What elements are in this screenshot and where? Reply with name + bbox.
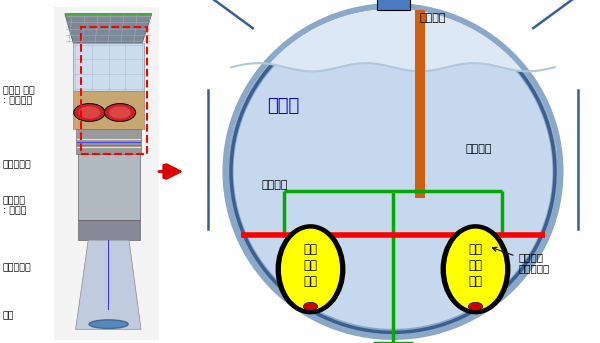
Ellipse shape xyxy=(444,227,507,311)
Text: 탱크덮개: 탱크덮개 xyxy=(419,13,446,23)
Text: 엔진지지부: 엔진지지부 xyxy=(3,263,32,272)
Text: 연료탱크
: 케로신: 연료탱크 : 케로신 xyxy=(3,196,26,215)
Text: 고압
헬륨
탱크: 고압 헬륨 탱크 xyxy=(304,243,317,288)
Text: 엔진: 엔진 xyxy=(3,311,14,320)
Circle shape xyxy=(304,303,318,311)
Text: 레벨센서: 레벨센서 xyxy=(466,144,492,154)
Circle shape xyxy=(469,303,483,311)
Bar xyxy=(73,91,144,129)
Ellipse shape xyxy=(275,224,346,314)
Polygon shape xyxy=(78,220,140,240)
Text: 산화제: 산화제 xyxy=(268,97,300,115)
Bar xyxy=(78,154,140,220)
Circle shape xyxy=(104,104,136,121)
Ellipse shape xyxy=(228,9,558,334)
Text: 산화제 탱크
: 액체산소: 산화제 탱크 : 액체산소 xyxy=(3,86,35,106)
Circle shape xyxy=(74,104,105,121)
Ellipse shape xyxy=(440,224,511,314)
Bar xyxy=(73,43,144,91)
Text: 헬륨탱크
지지구조물: 헬륨탱크 지지구조물 xyxy=(493,247,550,273)
Polygon shape xyxy=(65,14,152,43)
Bar xyxy=(65,13,152,15)
Text: 고압
헬륨
탱크: 고압 헬륨 탱크 xyxy=(469,243,482,288)
Text: 탱크연결부: 탱크연결부 xyxy=(3,160,32,169)
Bar xyxy=(415,10,425,198)
Circle shape xyxy=(79,106,100,119)
Bar xyxy=(81,27,147,154)
Polygon shape xyxy=(228,9,558,171)
Bar xyxy=(377,0,410,10)
Bar xyxy=(54,7,159,340)
Ellipse shape xyxy=(279,227,342,311)
Text: 헬륨배관: 헬륨배관 xyxy=(261,179,287,190)
Ellipse shape xyxy=(89,320,128,329)
Bar xyxy=(76,129,141,154)
Polygon shape xyxy=(76,240,141,329)
Circle shape xyxy=(109,106,131,119)
